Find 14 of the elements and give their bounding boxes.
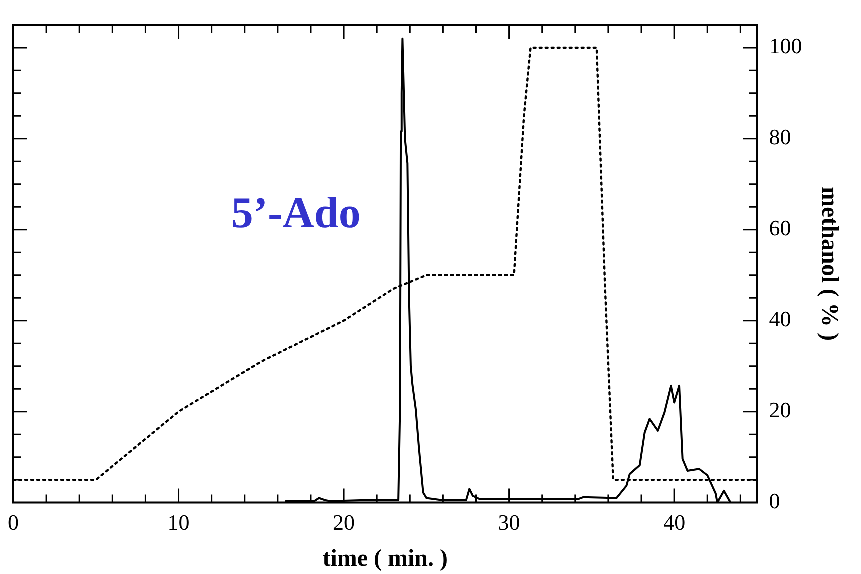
x-tick-label: 0 bbox=[8, 510, 19, 535]
x-tick-label: 20 bbox=[333, 510, 356, 535]
x-tick-label: 10 bbox=[168, 510, 190, 535]
x-tick-label: 40 bbox=[664, 510, 686, 535]
x-axis-title: time ( min. ) bbox=[322, 546, 448, 572]
y-tick-label: 100 bbox=[769, 34, 802, 59]
annotation: 5’-Ado bbox=[231, 188, 361, 238]
y-tick-label: 80 bbox=[769, 124, 792, 150]
y-tick-label: 0 bbox=[769, 488, 780, 514]
y-tick-label: 40 bbox=[769, 306, 792, 332]
y-tick-label: 60 bbox=[769, 216, 792, 241]
y-tick-label: 20 bbox=[769, 398, 792, 423]
y-axis-title: methanol ( % ) bbox=[816, 187, 842, 341]
x-tick-label: 30 bbox=[498, 510, 520, 535]
